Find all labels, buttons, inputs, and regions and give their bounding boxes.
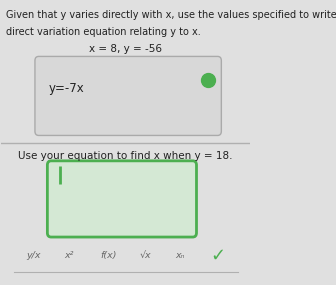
Text: f(x): f(x): [100, 251, 117, 260]
Text: x²: x²: [64, 251, 73, 260]
Text: y/x: y/x: [27, 251, 41, 260]
Text: direct variation equation relating y to x.: direct variation equation relating y to …: [6, 27, 201, 37]
Text: √x: √x: [140, 251, 151, 260]
FancyBboxPatch shape: [35, 56, 221, 135]
Text: Given that y varies directly with x, use the values specified to write a: Given that y varies directly with x, use…: [6, 10, 336, 20]
Text: y=-7x: y=-7x: [49, 82, 84, 95]
Text: x = 8, y = -56: x = 8, y = -56: [89, 44, 162, 54]
Text: xₙ: xₙ: [176, 251, 185, 260]
Text: Use your equation to find x when y = 18.: Use your equation to find x when y = 18.: [18, 151, 233, 161]
Text: ✓: ✓: [210, 247, 225, 264]
FancyBboxPatch shape: [47, 161, 197, 237]
